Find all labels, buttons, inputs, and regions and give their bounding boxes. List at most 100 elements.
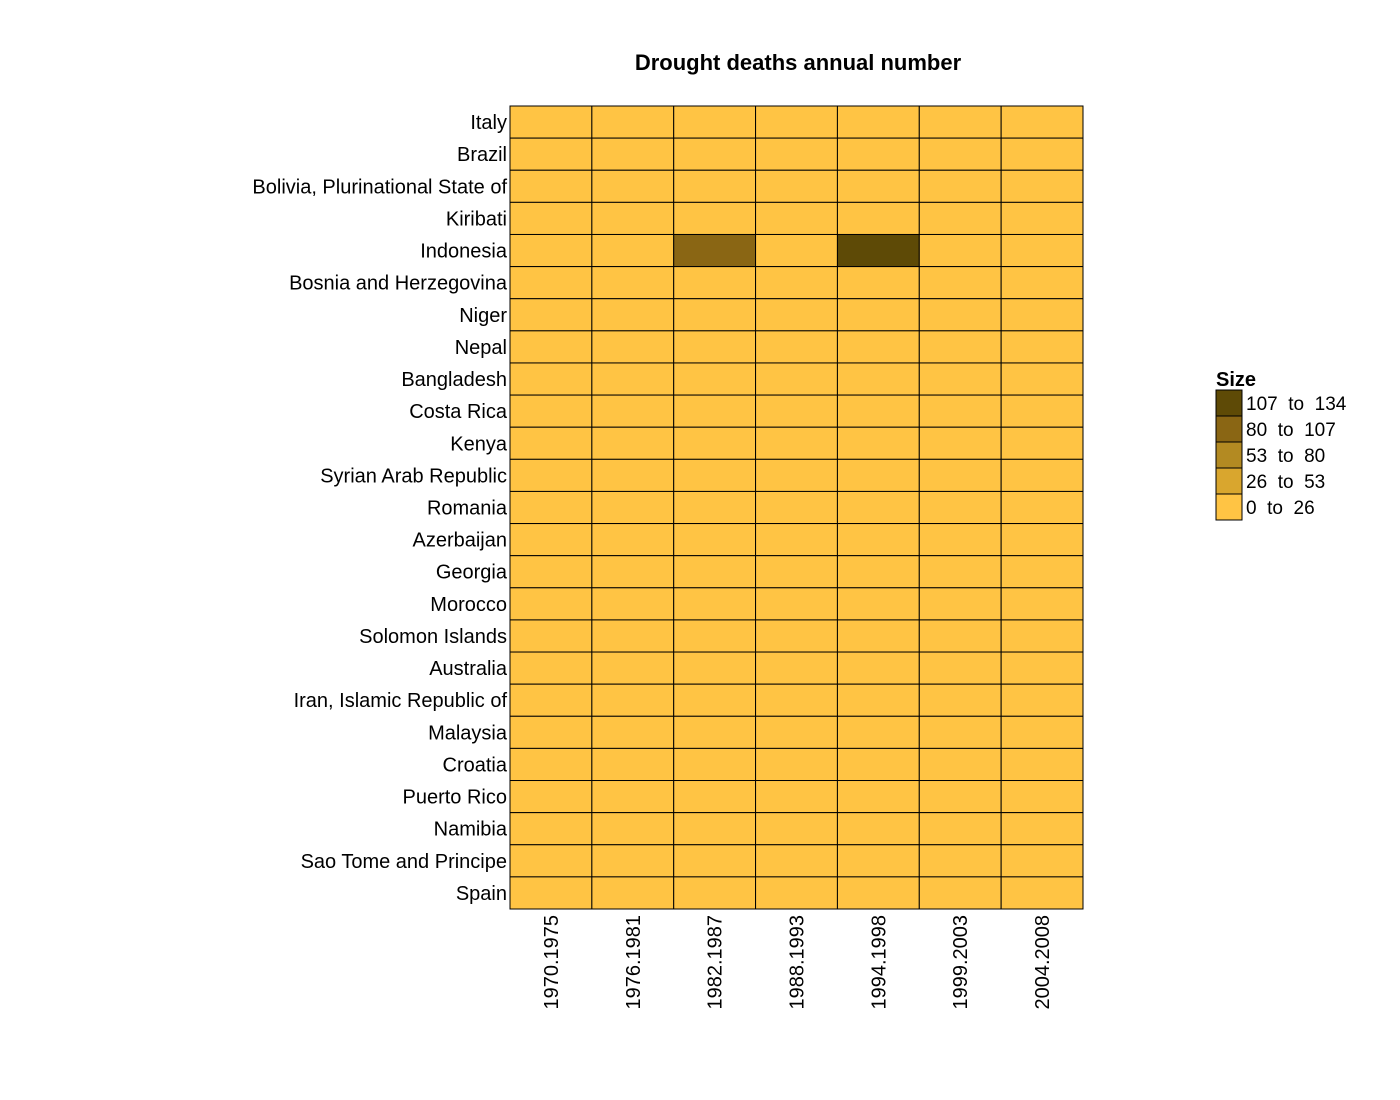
column-label: 2004.2008 [1032, 915, 1054, 1010]
heatmap-cell [1000, 266, 1084, 300]
heatmap-cell [918, 844, 1002, 878]
row-label: Brazil [457, 144, 507, 166]
heatmap-cell [591, 169, 675, 203]
heatmap-cell [836, 747, 920, 782]
heatmap-cell [836, 555, 920, 589]
heatmap-cell [509, 426, 593, 460]
heatmap-cell [509, 812, 593, 846]
row-label: Syrian Arab Republic [320, 465, 507, 487]
heatmap-cell [836, 233, 920, 268]
row-labels: Italy Brazil Bolivia, Plurinational State … [252, 112, 507, 905]
heatmap-cell [591, 201, 675, 235]
heatmap-cell [673, 298, 757, 332]
heatmap-cell [509, 266, 593, 300]
row-label: Sao Tome and Principe [301, 851, 507, 873]
heatmap-cell [673, 426, 757, 460]
heatmap-cell [918, 876, 1002, 910]
heatmap-cell [1000, 105, 1084, 139]
heatmap-cell [673, 458, 757, 492]
heatmap-cell [591, 555, 675, 589]
heatmap-cell [673, 812, 757, 846]
heatmap-cell [1000, 426, 1084, 460]
heatmap-cell [918, 812, 1002, 846]
row-label: Niger [459, 305, 507, 327]
heatmap-cell [836, 137, 920, 171]
heatmap-cell [836, 201, 920, 235]
heatmap-cell [836, 426, 920, 460]
heatmap-cell [755, 330, 838, 364]
heatmap-cell [673, 780, 757, 814]
heatmap-cell [755, 169, 838, 203]
chart-title: Drought deaths annual number [635, 50, 962, 75]
column-label: 1988.1993 [787, 915, 809, 1010]
heatmap-cell [755, 298, 838, 332]
row-label: Italy [470, 112, 507, 134]
heatmap-cell [591, 105, 675, 139]
heatmap-cell [591, 587, 675, 621]
heatmap-cell [755, 266, 838, 300]
legend-swatch [1215, 441, 1243, 469]
heatmap-cell [509, 619, 593, 653]
heatmap-cell [918, 298, 1002, 332]
heatmap-cell [918, 362, 1002, 396]
heatmap-cell [509, 844, 593, 878]
column-label: 1970.1975 [541, 915, 563, 1010]
heatmap-cell [755, 683, 838, 717]
heatmap-cell [755, 619, 838, 653]
heatmap-cell [591, 780, 675, 814]
heatmap-cell [673, 330, 757, 364]
heatmap-cell [1000, 298, 1084, 332]
legend-label: 0 to 26 [1246, 498, 1315, 519]
heatmap-cell [836, 169, 920, 203]
heatmap-cell [918, 266, 1002, 300]
heatmap-cell [673, 555, 757, 589]
heatmap-cell [591, 458, 675, 492]
heatmap-cell [836, 266, 920, 300]
row-label: Kiribati [446, 208, 507, 230]
heatmap-cell [1000, 233, 1084, 268]
row-label: Spain [456, 883, 507, 905]
heatmap-cell [673, 490, 757, 525]
heatmap-cell [1000, 844, 1084, 878]
heatmap-cell [1000, 137, 1084, 171]
heatmap-cell [591, 715, 675, 749]
column-label: 1994.1998 [868, 915, 890, 1010]
heatmap-cell [1000, 201, 1084, 235]
heatmap-cell [918, 394, 1002, 428]
legend-swatch [1215, 389, 1243, 417]
heatmap-cell [509, 523, 593, 557]
heatmap-cell [836, 715, 920, 749]
heatmap-cell [918, 780, 1002, 814]
heatmap-cell [591, 651, 675, 685]
heatmap-cell [918, 523, 1002, 557]
heatmap-cell [509, 587, 593, 621]
heatmap-cell [509, 330, 593, 364]
heatmap-cell [836, 298, 920, 332]
heatmap-cell [836, 523, 920, 557]
heatmap-cell [673, 651, 757, 685]
heatmap-cell [836, 780, 920, 814]
row-label: Romania [427, 498, 508, 520]
row-label: Bosnia and Herzegovina [289, 273, 508, 295]
heatmap-cell [836, 876, 920, 910]
row-label: Azerbaijan [412, 530, 507, 552]
heatmap-cell [591, 876, 675, 910]
legend-label: 107 to 134 [1246, 394, 1347, 415]
heatmap-cell [509, 458, 593, 492]
heatmap-cell [836, 330, 920, 364]
heatmap-cell [1000, 555, 1084, 589]
heatmap-cell [673, 266, 757, 300]
heatmap-cell [1000, 394, 1084, 428]
heatmap-cell [591, 137, 675, 171]
heatmap-cell [509, 490, 593, 525]
row-label: Puerto Rico [403, 787, 508, 809]
heatmap-cell [918, 169, 1002, 203]
heatmap-cell [1000, 715, 1084, 749]
legend-swatch [1215, 493, 1243, 521]
heatmap-cell [509, 394, 593, 428]
heatmap-cell [509, 683, 593, 717]
legend-label: 80 to 107 [1246, 420, 1336, 441]
heatmap-cell [591, 233, 675, 268]
heatmap-cell [918, 490, 1002, 525]
heatmap-cell [755, 555, 838, 589]
